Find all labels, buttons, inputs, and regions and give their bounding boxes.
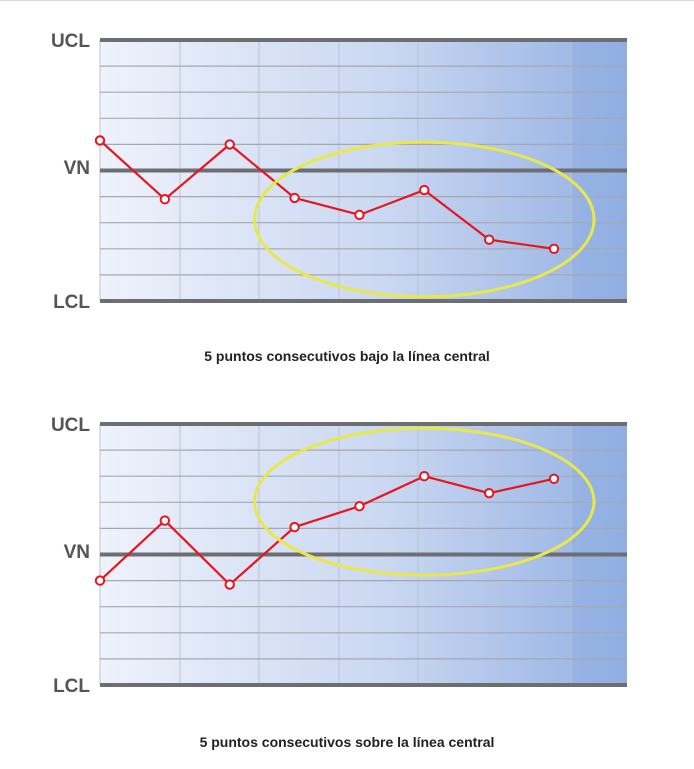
data-point	[419, 184, 430, 196]
caption-above: 5 puntos consecutivos sobre la línea cen…	[199, 734, 495, 750]
control-chart-below-svg: UCL VN LCL	[51, 31, 627, 313]
data-point	[483, 234, 495, 245]
center-line-label: VN	[64, 542, 90, 563]
data-point	[354, 501, 365, 512]
data-point	[224, 139, 235, 150]
caption-below: 5 puntos consecutivos bajo la línea cent…	[204, 348, 490, 364]
highlight-ellipse	[253, 426, 596, 577]
data-point	[548, 243, 560, 255]
lcl-label: LCL	[53, 676, 90, 697]
data-point	[159, 515, 171, 526]
control-chart-above: UCL VN LCL	[0, 384, 694, 714]
series-line	[99, 475, 555, 586]
top-divider	[0, 0, 694, 1]
data-point	[94, 575, 106, 586]
ucl-label: UCL	[51, 415, 90, 436]
data-point	[483, 487, 495, 499]
ucl-label: UCL	[51, 31, 90, 52]
control-chart-above-svg: UCL VN LCL	[51, 415, 627, 697]
data-point	[289, 192, 300, 204]
control-chart-below: UCL VN LCL	[0, 0, 694, 330]
data-point	[159, 194, 171, 205]
center-line-label: VN	[64, 158, 90, 179]
lcl-label: LCL	[53, 292, 90, 313]
data-point	[419, 471, 430, 482]
data-point	[354, 209, 365, 221]
data-point	[548, 473, 560, 485]
data-point	[224, 579, 235, 590]
data-point	[94, 135, 106, 146]
highlight-ellipse	[253, 140, 596, 299]
series-line	[99, 139, 555, 250]
data-point	[289, 521, 300, 533]
